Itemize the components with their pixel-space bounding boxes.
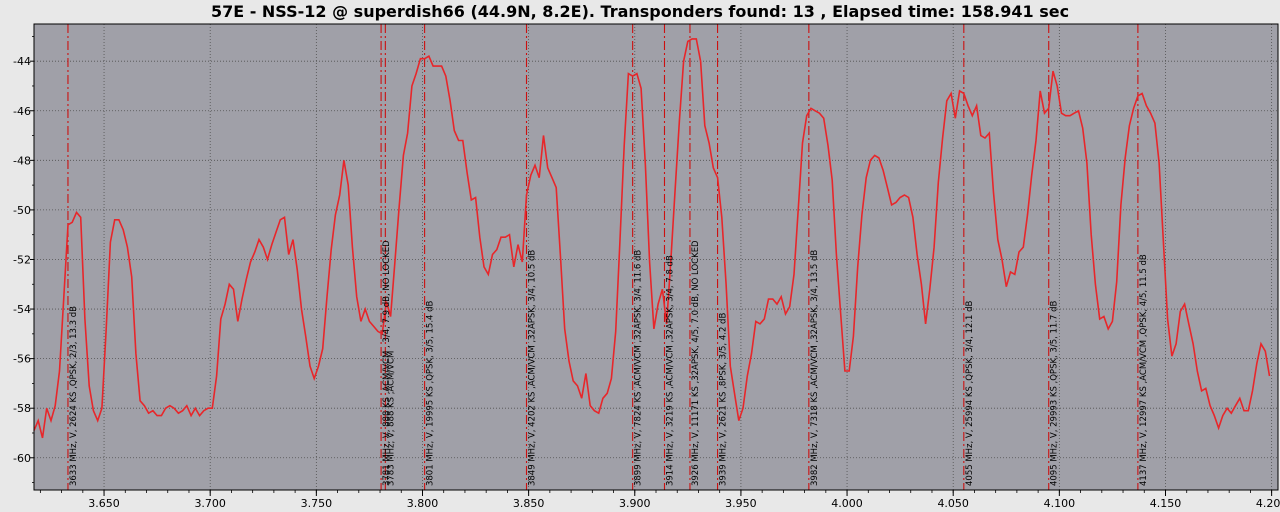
transponder-label: 4137 MHz, V, 12997 KS ,ACM/VCM ,QPSK, 4/… [1139, 254, 1149, 486]
x-tick-label: 4.000 [831, 497, 863, 510]
transponder-label: 3914 MHz, V, 3219 KS ,ACM/VCM ,32APSK, 3… [665, 255, 675, 486]
transponder-label: 3783 MHz, V, 888 KS ,ACM/VCM [386, 351, 396, 486]
x-tick-label: 3.750 [301, 497, 333, 510]
x-tick-label: 3.700 [194, 497, 226, 510]
transponder-label: 3982 MHz, V, 7318 KS ,ACM/VCM ,32APSK, 3… [810, 250, 820, 486]
transponder-labels: 3633 MHz, V, 2624 KS ,QPSK, 2/3, 13.3 dB… [69, 240, 1149, 486]
transponder-markers [67, 24, 1139, 490]
transponder-label: 3849 MHz, V, 4202 KS ,ACM/VCM ,32APSK, 3… [528, 250, 538, 486]
y-tick-label: -48 [13, 154, 31, 167]
x-tick-label: 3.850 [513, 497, 545, 510]
x-tick-label: 3.950 [725, 497, 757, 510]
x-tick-label: 3.900 [619, 497, 651, 510]
x-tick-label: 3.800 [407, 497, 439, 510]
y-tick-label: -46 [13, 105, 31, 118]
axes: 3.650 3.700 3.750 3.800 3.850 3.900 3.950 4.000… [13, 35, 1280, 510]
spectrum-series-line [33, 38, 1271, 439]
transponder-label: 3899 MHz, V, 7824 KS ,ACM/VCM ,32APSK, 3… [634, 250, 644, 486]
transponder-label: 3801 MHz, V, 19995 KS ,QPSK, 3/5, 15.4 d… [426, 300, 436, 486]
y-tick-label: -54 [13, 303, 31, 316]
x-tick-label: 4.200 [1256, 497, 1280, 510]
x-tick-label: 3.650 [88, 497, 120, 510]
transponder-label: 3633 MHz, V, 2624 KS ,QPSK, 2/3, 13.3 dB [69, 306, 79, 486]
plot-area [34, 24, 1278, 490]
y-tick-label: -52 [13, 253, 31, 266]
y-tick-label: -50 [13, 204, 31, 217]
x-tick-label: 4.050 [937, 497, 969, 510]
transponder-label: 3939 MHz, V, 2621 KS ,8PSK, 3/5, 4.2 dB [719, 313, 729, 486]
transponder-label: 4055 MHz, V, 25994 KS ,QPSK, 3/4, 12.1 d… [965, 300, 975, 486]
grid-lines [34, 24, 1278, 490]
x-tick-label: 4.150 [1150, 497, 1182, 510]
y-tick-label: -56 [13, 353, 31, 366]
transponder-label: 3926 MHz, V, 11171 KS ,32APSK, 4/5, 7.0 … [691, 240, 701, 486]
transponder-label: 3781 MHz, V, 888 KS ,ACM/VCM , 3/4, 7.9 … [382, 240, 392, 486]
y-tick-label: -60 [13, 452, 31, 465]
y-tick-label: -58 [13, 402, 31, 415]
y-tick-label: -44 [13, 55, 31, 68]
chart-title: 57E - NSS-12 @ superdish66 (44.9N, 8.2E)… [211, 2, 1069, 21]
transponder-label: 4095 MHz, V, 29993 KS ,QPSK, 3/5, 11.7 d… [1050, 300, 1060, 486]
x-tick-label: 4.100 [1044, 497, 1076, 510]
